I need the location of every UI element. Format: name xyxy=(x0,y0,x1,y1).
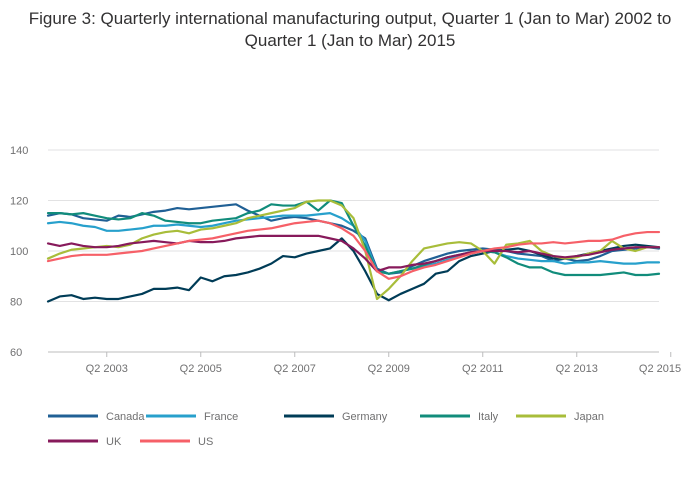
chart-title: Figure 3: Quarterly international manufa… xyxy=(28,9,672,50)
y-tick-label: 80 xyxy=(10,297,22,309)
legend-label-france: France xyxy=(204,411,238,423)
legend-label-uk: UK xyxy=(106,436,122,448)
y-tick-label: 60 xyxy=(10,347,22,359)
y-tick-label: 100 xyxy=(10,246,28,258)
x-tick-label: Q2 2007 xyxy=(274,363,316,375)
x-tick-label: Q2 2011 xyxy=(462,363,503,375)
series-line-canada xyxy=(46,203,661,275)
y-axis: 60 80 100 120 140 xyxy=(10,145,28,359)
legend-label-germany: Germany xyxy=(342,411,388,423)
y-tick-label: 120 xyxy=(10,196,28,208)
legend-label-italy: Italy xyxy=(478,411,499,423)
y-tick-label: 140 xyxy=(10,145,28,157)
series-line-uk xyxy=(46,234,661,273)
series-line-italy xyxy=(46,199,661,277)
x-axis: Q2 2003 Q2 2005 Q2 2007 Q2 2009 Q2 2011 Q2 20… xyxy=(86,352,681,375)
legend-label-canada: Canada xyxy=(106,411,145,423)
x-tick-label: Q2 2003 xyxy=(86,363,128,375)
legend: Canada France Germany Italy Japan UK US xyxy=(48,411,604,448)
legend-label-us: US xyxy=(198,436,213,448)
x-tick-label: Q2 2015 xyxy=(639,363,681,375)
legend-label-japan: Japan xyxy=(574,411,604,423)
series-layer xyxy=(46,199,661,303)
series-line-us xyxy=(46,219,661,280)
series-line-germany xyxy=(46,237,661,303)
x-tick-label: Q2 2013 xyxy=(556,363,598,375)
x-tick-label: Q2 2005 xyxy=(180,363,222,375)
x-tick-label: Q2 2009 xyxy=(368,363,410,375)
